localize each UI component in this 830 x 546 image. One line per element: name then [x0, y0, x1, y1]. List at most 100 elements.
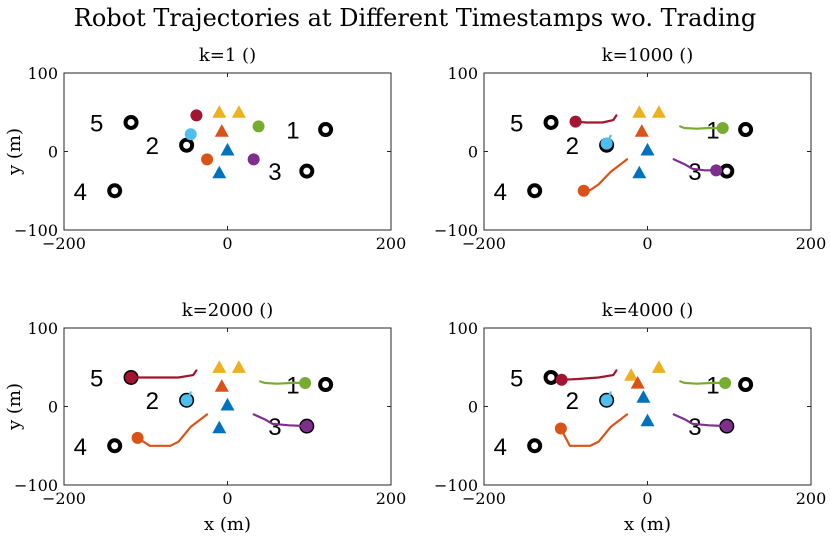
y-tick-label: −100: [14, 476, 58, 495]
robot-3-position: [721, 420, 733, 432]
goal-1-marker: [320, 124, 331, 135]
robot-5-trajectory: [562, 370, 617, 379]
x-tick-label: 200: [796, 489, 827, 508]
task-triangle: [632, 105, 646, 118]
task-triangle: [212, 166, 226, 179]
robot-4-trajectory: [561, 414, 627, 445]
y-tick-label: 0: [468, 398, 478, 417]
goal-4-label: 4: [74, 179, 87, 206]
task-triangle: [652, 360, 666, 373]
robot-5-position: [556, 374, 568, 386]
robot-4-trajectory: [138, 414, 208, 445]
goal-2-marker: [181, 140, 192, 151]
goal-5-marker: [126, 117, 137, 128]
goal-1-marker: [740, 124, 751, 135]
x-axis-label: x (m): [204, 514, 251, 535]
task-triangle: [212, 421, 226, 434]
robot-4-position: [555, 422, 567, 434]
task-triangle: [215, 124, 229, 137]
y-axis-label: y (m): [4, 383, 25, 431]
task-triangle: [221, 143, 235, 156]
goal-5-label: 5: [510, 365, 523, 392]
task-triangle: [212, 105, 226, 118]
subplot-1: k=1 () −200 0 200 −100 0 100 y (m) 1 2 3 4 5: [4, 45, 406, 253]
task-triangle: [232, 105, 246, 118]
robot-5-position: [190, 109, 202, 121]
robot-1-position: [299, 377, 311, 389]
goal-3-marker: [301, 166, 312, 177]
robot-5-position: [570, 116, 582, 128]
x-tick-label: 0: [642, 489, 652, 508]
robot-4-trajectory: [584, 159, 627, 191]
y-tick-label: −100: [14, 221, 58, 240]
subplot-title: k=1 (): [199, 45, 256, 66]
robot-4-position: [132, 432, 144, 444]
goal-1-label: 1: [286, 373, 299, 400]
subplot-title: k=2000 (): [182, 300, 274, 321]
goal-4-marker: [529, 440, 540, 451]
y-tick-label: −100: [434, 221, 478, 240]
figure: Robot Trajectories at Different Timestam…: [0, 0, 830, 546]
goal-4-marker: [109, 185, 120, 196]
y-tick-label: 100: [27, 319, 58, 338]
y-tick-label: 100: [447, 319, 478, 338]
goal-2-label: 2: [146, 388, 159, 415]
goal-1-label: 1: [286, 118, 299, 145]
x-tick-label: 0: [642, 234, 652, 253]
y-axis-label: y (m): [4, 128, 25, 176]
goal-2-label: 2: [566, 133, 579, 160]
goal-3-label: 3: [688, 414, 701, 441]
goal-4-marker: [109, 440, 120, 451]
x-tick-label: 200: [796, 234, 827, 253]
figure-title: Robot Trajectories at Different Timestam…: [74, 4, 757, 32]
goal-3-label: 3: [688, 159, 701, 186]
robot-4-position: [201, 153, 213, 165]
y-tick-label: 0: [468, 143, 478, 162]
axes-frame: [484, 328, 811, 485]
goal-5-label: 5: [510, 110, 523, 137]
goal-3-label: 3: [268, 414, 281, 441]
robot-3-position: [301, 420, 313, 432]
robot-4-position: [578, 185, 590, 197]
goal-1-marker: [320, 379, 331, 390]
subplot-2: k=1000 () −200 0 200 −100 0 100 1 2 3 4 5: [434, 45, 826, 253]
goal-1-marker: [740, 379, 751, 390]
robot-1-position: [719, 377, 731, 389]
robot-3-position: [710, 164, 722, 176]
task-triangle: [652, 105, 666, 118]
robot-5-trajectory: [576, 115, 617, 122]
task-triangle: [215, 379, 229, 392]
robot-1-position: [253, 120, 265, 132]
subplot-4: k=4000 () −200 0 200 −100 0 100 x (m) 1 2 3 4 5: [434, 300, 826, 535]
robot-5-trajectory: [131, 370, 196, 377]
subplot-3: k=2000 () −200 0 200 −100 0 100 y (m) x (m) 1 2 3 4 5: [4, 300, 406, 535]
task-triangle: [641, 143, 655, 156]
subplot-title: k=1000 (): [602, 45, 694, 66]
robot-3-position: [248, 153, 260, 165]
goal-4-label: 4: [494, 434, 507, 461]
task-triangle: [212, 360, 226, 373]
goal-3-marker: [721, 166, 732, 177]
x-tick-label: 200: [376, 234, 407, 253]
goal-5-marker: [546, 117, 557, 128]
goal-5-label: 5: [90, 365, 103, 392]
y-tick-label: 0: [48, 398, 58, 417]
goal-4-label: 4: [74, 434, 87, 461]
goal-5-label: 5: [90, 110, 103, 137]
x-tick-label: 200: [376, 489, 407, 508]
goal-5-marker: [546, 372, 557, 383]
x-axis-label: x (m): [624, 514, 671, 535]
goal-2-label: 2: [566, 388, 579, 415]
task-triangle: [641, 414, 655, 427]
robot-5-position: [125, 371, 137, 383]
x-tick-label: 0: [222, 234, 232, 253]
x-tick-label: 0: [222, 489, 232, 508]
task-triangle: [232, 360, 246, 373]
goal-4-marker: [529, 185, 540, 196]
task-triangle: [632, 166, 646, 179]
goal-4-label: 4: [494, 179, 507, 206]
task-triangle: [624, 368, 638, 381]
robot-1-position: [717, 122, 729, 134]
goal-3-label: 3: [268, 159, 281, 186]
